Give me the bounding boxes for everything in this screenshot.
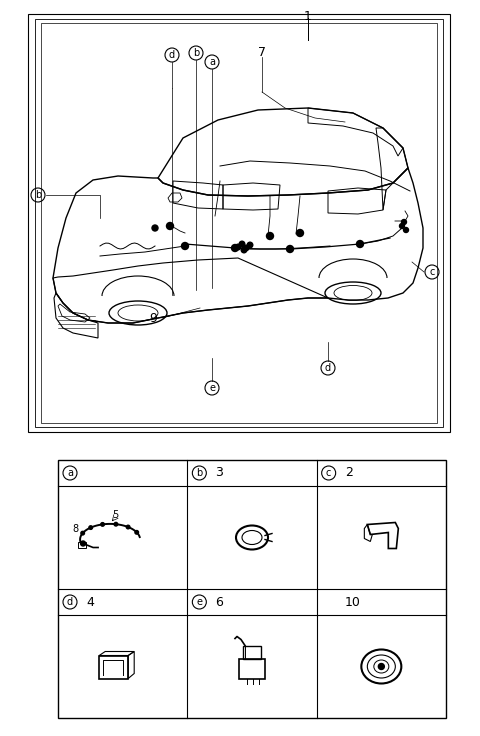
Text: b: b (193, 48, 199, 58)
Text: 8: 8 (72, 525, 78, 534)
Bar (78, 542, 86, 548)
Text: 9: 9 (149, 311, 157, 325)
Circle shape (243, 245, 249, 251)
Text: 5: 5 (112, 511, 118, 520)
Circle shape (357, 241, 363, 247)
Text: a: a (209, 57, 215, 67)
Circle shape (241, 247, 247, 252)
Bar (99, 656, 128, 679)
Text: a: a (67, 468, 73, 478)
Circle shape (287, 246, 293, 252)
Text: 7: 7 (258, 46, 266, 58)
Circle shape (181, 242, 189, 250)
Circle shape (114, 523, 118, 526)
Circle shape (101, 523, 104, 526)
Circle shape (404, 227, 408, 233)
Circle shape (401, 219, 407, 224)
Text: 10: 10 (345, 595, 360, 609)
Circle shape (81, 541, 85, 546)
Text: 2: 2 (345, 467, 352, 479)
Circle shape (378, 663, 384, 670)
Text: c: c (326, 468, 331, 478)
Circle shape (89, 526, 93, 529)
Text: 3: 3 (216, 467, 223, 479)
Text: 4: 4 (86, 595, 94, 609)
Bar (58, 460, 446, 718)
Text: e: e (196, 597, 203, 607)
Text: b: b (196, 468, 203, 478)
Circle shape (81, 531, 84, 535)
Text: 1: 1 (304, 10, 312, 23)
Text: b: b (35, 190, 41, 200)
Bar (41, 23, 437, 423)
Circle shape (231, 244, 239, 252)
Text: e: e (209, 383, 215, 393)
Circle shape (152, 225, 158, 231)
Text: d: d (169, 50, 175, 60)
Circle shape (266, 233, 274, 239)
Circle shape (235, 244, 241, 250)
Circle shape (247, 242, 253, 248)
Bar (243, 645, 261, 659)
Circle shape (297, 230, 303, 236)
Text: d: d (325, 363, 331, 373)
Circle shape (167, 222, 173, 230)
Circle shape (399, 224, 405, 228)
Bar (239, 659, 265, 679)
Circle shape (126, 526, 130, 529)
Text: c: c (429, 267, 435, 277)
Bar (35, 19, 443, 427)
Text: 6: 6 (216, 595, 223, 609)
Bar (28, 14, 450, 432)
Text: d: d (67, 597, 73, 607)
Circle shape (135, 531, 139, 534)
Circle shape (239, 241, 245, 247)
